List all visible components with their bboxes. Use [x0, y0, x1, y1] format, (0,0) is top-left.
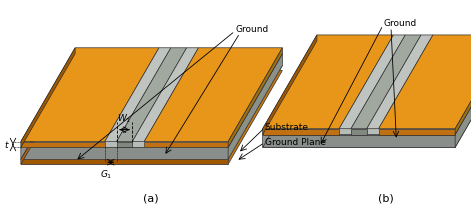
Polygon shape	[263, 54, 474, 147]
Text: Substrate: Substrate	[264, 123, 309, 132]
Polygon shape	[21, 66, 75, 164]
Text: Ground: Ground	[235, 24, 268, 33]
Polygon shape	[351, 129, 367, 135]
Polygon shape	[228, 54, 283, 159]
Polygon shape	[21, 54, 75, 159]
Polygon shape	[21, 48, 75, 147]
Polygon shape	[132, 48, 199, 141]
Polygon shape	[117, 141, 132, 147]
Text: Ground: Ground	[383, 19, 416, 28]
Polygon shape	[263, 35, 317, 135]
Text: $t$: $t$	[4, 139, 10, 150]
Text: $G_1$: $G_1$	[100, 168, 113, 181]
Polygon shape	[228, 48, 283, 147]
Polygon shape	[144, 48, 283, 141]
Polygon shape	[339, 35, 405, 129]
Polygon shape	[455, 41, 474, 147]
Polygon shape	[455, 35, 474, 135]
Polygon shape	[21, 48, 159, 141]
Text: (b): (b)	[378, 194, 393, 204]
Polygon shape	[367, 35, 433, 129]
Polygon shape	[379, 35, 474, 129]
Polygon shape	[21, 147, 228, 159]
Polygon shape	[263, 129, 339, 135]
Polygon shape	[263, 35, 393, 129]
Polygon shape	[21, 71, 283, 164]
Text: Ground Plane: Ground Plane	[264, 138, 326, 147]
Polygon shape	[144, 141, 228, 147]
Text: (a): (a)	[143, 194, 159, 204]
Polygon shape	[21, 66, 283, 159]
Polygon shape	[21, 159, 228, 164]
Polygon shape	[105, 48, 171, 141]
Polygon shape	[351, 35, 421, 129]
Polygon shape	[21, 54, 283, 147]
Polygon shape	[263, 41, 474, 135]
Text: $W_1$: $W_1$	[117, 112, 132, 125]
Polygon shape	[263, 135, 455, 147]
Polygon shape	[21, 141, 105, 147]
Polygon shape	[379, 129, 455, 135]
Polygon shape	[263, 41, 317, 147]
Polygon shape	[117, 48, 187, 141]
